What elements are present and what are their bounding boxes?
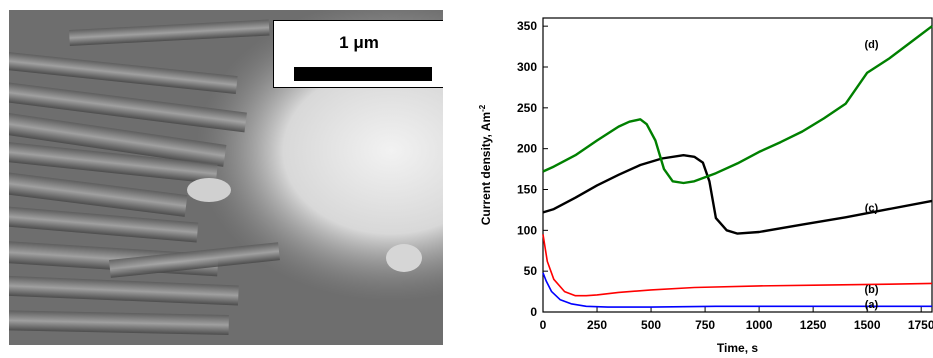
sem-rod [9,205,199,243]
y-axis-title: Current density, Am-2 [478,104,493,225]
sem-rod [9,309,229,336]
y-tick-label: 50 [524,264,538,278]
sem-rod [109,242,280,278]
series-lines [542,25,933,308]
series-line [542,234,933,297]
y-tick-label: 350 [517,19,537,33]
scale-bar [294,67,432,81]
x-tick-label: 1750 [908,318,933,332]
current-density-chart: 0 250 500 750 1000 1250 1500 1750 0 50 100 150 200 25… [478,17,933,355]
sem-rod [69,19,270,46]
x-tick-label: 0 [540,318,547,332]
series-line [542,153,933,235]
x-tick-label: 1000 [746,318,773,332]
x-tick-label: 250 [587,318,607,332]
x-tick-label: 750 [695,318,715,332]
series-labels: (a) (b) (c) (d) [864,39,878,311]
y-tick-label: 150 [517,183,537,197]
x-tick-label: 500 [641,318,661,332]
x-tick-label: 1250 [800,318,827,332]
sem-rod [9,110,227,167]
plot-area [542,17,933,313]
series-line [542,272,932,308]
series-label: (d) [864,39,878,51]
series-label: (c) [865,202,879,214]
sem-micrograph: 1 μm [9,10,443,345]
y-tick-label: 100 [517,223,537,237]
y-tick-label: 0 [530,305,537,319]
y-tick-label: 300 [517,60,537,74]
scale-bar-label: 1 μm [339,33,379,52]
x-tick-label: 1500 [854,318,881,332]
y-tick-label: 250 [517,101,537,115]
scale-bar-box: 1 μm [273,20,443,88]
series-label: (a) [865,299,879,311]
sem-rod [9,274,239,306]
y-axis-title-superscript: -2 [478,104,487,112]
axis-ticks: 0 250 500 750 1000 1250 1500 1750 0 50 100 150 200 25… [517,19,933,332]
sem-rod [9,170,188,217]
y-tick-label: 200 [517,142,537,156]
x-axis-title: Time, s [717,341,758,355]
sem-rod [9,140,218,184]
series-label: (b) [864,284,878,296]
sem-rod [9,50,238,95]
series-line [542,25,933,185]
sem-rod [9,80,247,133]
y-axis-title-text: Current density, Am [479,112,493,225]
